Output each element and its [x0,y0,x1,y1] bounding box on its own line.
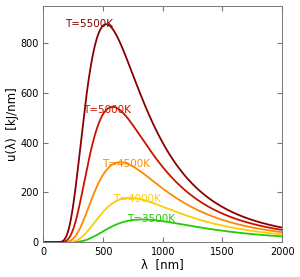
Text: T=4000K: T=4000K [112,194,160,204]
Text: T=5000K: T=5000K [83,105,130,115]
Text: T=4500K: T=4500K [102,159,150,169]
X-axis label: λ  [nm]: λ [nm] [141,258,184,271]
Y-axis label: u(λ)  [kJ/nm]: u(λ) [kJ/nm] [6,87,19,161]
Text: T=3500K: T=3500K [127,214,175,224]
Text: T=5500K: T=5500K [65,19,113,29]
